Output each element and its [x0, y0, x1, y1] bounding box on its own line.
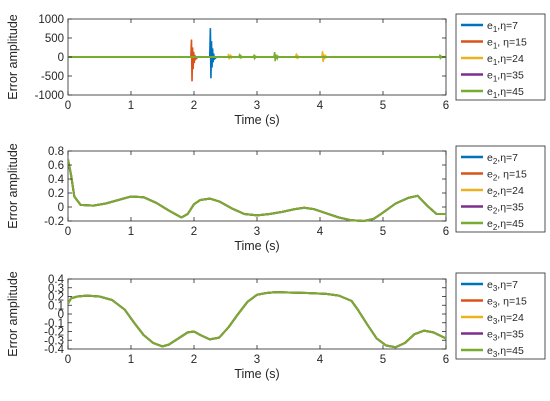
legend-entry: e1,η=24: [487, 53, 524, 67]
y-tick-label: -0.2: [44, 216, 64, 228]
x-tick-label: 2: [191, 354, 197, 366]
x-tick-label: 1: [128, 354, 134, 366]
x-tick-label: 6: [443, 354, 449, 366]
legend-entry: e3,η=45: [487, 345, 524, 359]
x-tick-label: 6: [443, 226, 449, 238]
y-tick-label: -500: [41, 71, 64, 83]
x-tick-label: 3: [254, 354, 260, 366]
x-tick-label: 4: [317, 226, 324, 238]
legend-entry: e3,η=24: [487, 312, 524, 326]
y-tick-label: 0.2: [48, 188, 64, 200]
legend-entry: e2, η=15: [487, 169, 527, 183]
y-tick-label: -1000: [35, 90, 64, 102]
x-axis-label: Time (s): [234, 239, 279, 253]
y-tick-label: -0.2: [44, 327, 64, 339]
x-tick-label: 2: [191, 226, 197, 238]
subplot-3: 0 1 2 3 4 5 6-0.4-0.3-0.2-0.100.10.20.30.4Time…: [6, 271, 546, 381]
x-tick-label: 6: [443, 100, 449, 112]
axes-box: [67, 150, 447, 222]
y-tick-label: 0.6: [48, 160, 64, 172]
x-tick-label: 0: [65, 354, 71, 366]
legend-entry: e2,η=7: [487, 152, 518, 166]
x-tick-label: 0: [65, 226, 71, 238]
series-line-5: [68, 159, 446, 222]
x-tick-label: 5: [380, 226, 386, 238]
y-axis-label: Error amplitude: [6, 14, 20, 99]
x-axis-label: Time (s): [234, 113, 279, 127]
legend-entry: e3, η=15: [487, 296, 527, 310]
legend: e1,η=7 e1, η=15 e1,η=24 e1,η=35 e1,η=45: [455, 13, 546, 101]
x-tick-label: 4: [317, 100, 324, 112]
legend-entry: e1,η=35: [487, 70, 524, 84]
subplot-1: 0 1 2 3 4 5 6 -1000 -500 0 500 1000 Time (s) Error am…: [6, 13, 546, 127]
legend-entry: e2,η=24: [487, 185, 524, 199]
x-tick-label: 2: [191, 100, 197, 112]
y-axis-label: Error amplitude: [6, 271, 20, 356]
y-tick-label: 0: [58, 202, 64, 214]
legend-entry: e1,η=7: [487, 20, 518, 34]
y-tick-label: 0.4: [48, 274, 65, 286]
x-tick-label: 3: [254, 100, 260, 112]
x-axis-label: Time (s): [234, 367, 279, 381]
x-tick-label: 1: [128, 226, 134, 238]
x-tick-label: 0: [65, 100, 71, 112]
y-tick-label: 0.3: [48, 283, 64, 295]
plot-area: [68, 159, 446, 222]
y-tick-label: 500: [45, 33, 64, 45]
legend-entry: e1,η=45: [487, 86, 524, 100]
axes-box: [67, 278, 447, 350]
y-axis-label: Error amplitude: [6, 143, 20, 228]
legend-entry: e1, η=15: [487, 37, 527, 51]
x-tick-label: 4: [317, 354, 324, 366]
y-tick-label: 0: [58, 309, 64, 321]
y-tick-label: -0.1: [44, 318, 64, 330]
y-tick-label: 0: [58, 52, 64, 64]
legend-entry: e2,η=45: [487, 218, 524, 232]
y-tick-label: -0.4: [44, 344, 64, 356]
plot-area: [68, 291, 446, 349]
legend: e2,η=7 e2, η=15 e2,η=24 e2,η=35 e2,η=45: [455, 145, 546, 233]
y-tick-label: 0.4: [48, 174, 65, 186]
y-tick-label: 0.1: [48, 300, 64, 312]
legend-entry: e3,η=35: [487, 329, 524, 343]
x-tick-label: 5: [380, 100, 386, 112]
legend: e3,η=7 e3, η=15 e3,η=24 e3,η=35 e3,η=45: [455, 272, 546, 360]
y-tick-label: 0.8: [48, 146, 64, 158]
series-line-5: [68, 291, 446, 349]
legend-entry: e2,η=35: [487, 202, 524, 216]
x-tick-label: 5: [380, 354, 386, 366]
y-tick-label: -0.3: [44, 335, 64, 347]
y-tick-label: 1000: [38, 14, 64, 26]
x-tick-label: 1: [128, 100, 134, 112]
legend-entry: e3,η=7: [487, 279, 518, 293]
y-tick-label: 0.2: [48, 292, 64, 304]
x-tick-label: 3: [254, 226, 260, 238]
plot-area: [68, 28, 446, 82]
